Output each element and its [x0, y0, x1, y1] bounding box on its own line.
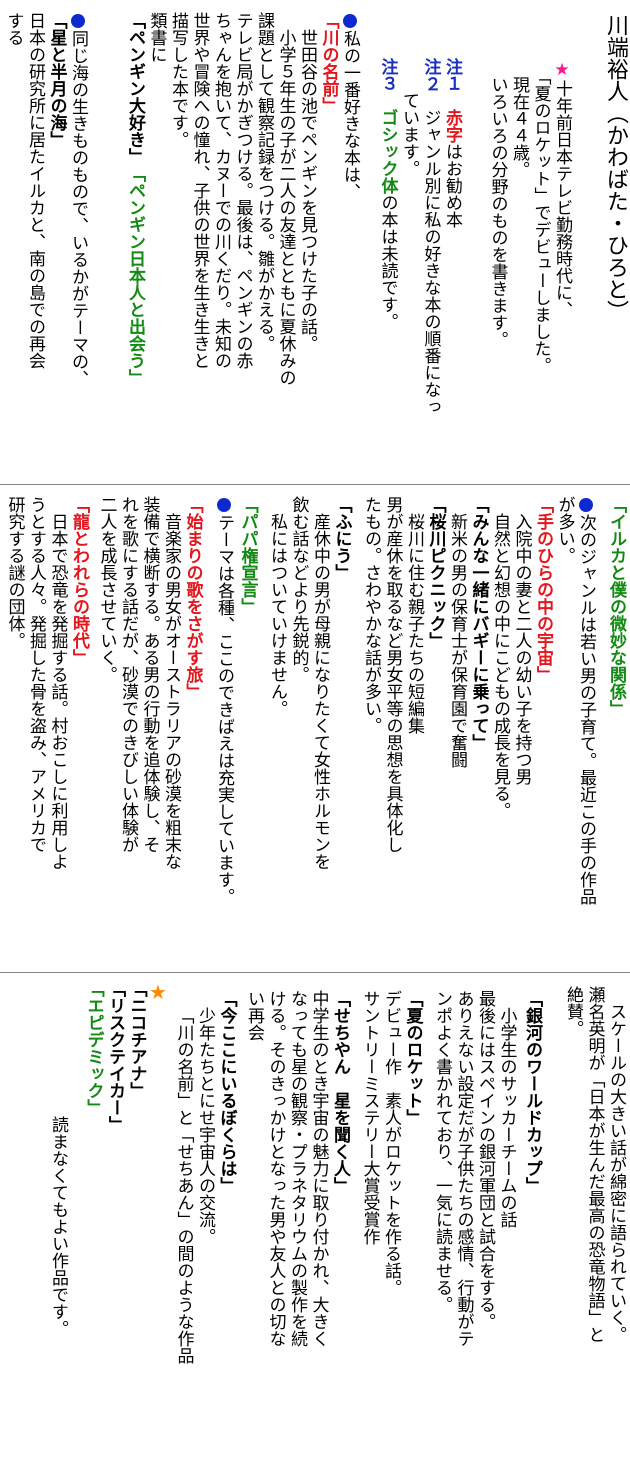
star-icon: ★ — [146, 980, 170, 1004]
note-3: 注３ ゴシック体の本は未読です。 — [377, 58, 398, 330]
book-desc: ちゃんを抱いて、カヌーでの川くだり。未知の — [211, 12, 231, 369]
book-title-natsu-no-rocket: 「夏のロケット」 — [402, 990, 423, 1126]
note-2: 注２ ジャンル別に私の好きな本の順番になっ — [420, 58, 441, 415]
author-name: 川端裕人（かわばた・ひろと） — [603, 14, 628, 322]
sea-intro: 同じ海の生きものもので、いるかがテーマの、 — [68, 30, 88, 387]
divider — [0, 972, 630, 973]
book-title-tenohira: 「手のひらの中の宇宙」 — [533, 496, 553, 683]
book-desc: たもの。さわやかな話が多い。 — [361, 496, 381, 734]
sea-block: 同じ海の生きものもので、いるかがテーマの、 「星と半月の海」 日本の研究所に居た… — [2, 12, 89, 387]
book-title-ginga-no-worldcup: 「銀河のワールドカップ」 — [522, 990, 542, 1194]
book-desc: 男が産休を取るなど男女平等の思想を具体化し — [382, 496, 403, 853]
favorite-intro: 私の一番好きな本は、 — [340, 30, 360, 200]
book-title-iruka-to-boku: 「イルカと僕の微妙な関係」 — [606, 496, 626, 717]
profile-line: 現在４４歳。 — [509, 76, 529, 178]
book-desc: 描写した本です。 — [168, 12, 188, 148]
book-desc: サントリーミステリー大賞受賞作 — [359, 990, 380, 1245]
book-desc: 桜川に住む親子たちの短編集 — [404, 513, 424, 734]
genre-intro: 次のジャンルは若い男の子育て。最近この手の作品 — [576, 514, 596, 905]
book-desc: ンポよく書かれており、一気に読ませる。 — [432, 990, 452, 1313]
book-desc: 少年たちとにせ宇宙人の交流。 — [195, 1007, 215, 1245]
sea-desc: 日本の研究所に居たイルカと、南の島での再会 — [25, 12, 45, 369]
section-3: スケールの大きい話が綿密に語られていく。 瀬名英明が「日本が生んだ最高の恐竜物語… — [0, 972, 630, 1460]
bullet-icon — [343, 14, 357, 28]
bullet-icon — [217, 498, 231, 512]
book-desc: デビュー作 素人がロケットを作る話。 — [381, 990, 401, 1296]
book-desc: 研究する謎の団体。 — [4, 496, 25, 649]
book-desc: 二人を成長させていく。 — [96, 496, 117, 683]
book-desc: 小学５年生の子が二人の友達とともに夏休みの — [275, 29, 296, 386]
skip-books-block: ★ 「ニコチアナ」 「リスクテイカー」 「エピデミック」 読まなくてもよい作品で… — [47, 980, 170, 1337]
childcare-block: 次のジャンルは若い男の子育て。最近この手の作品 が多い。 「手のひらの中の宇宙」… — [236, 496, 597, 905]
book-title-funiu: 「ふにう」 — [331, 496, 352, 581]
space-books-block: 「銀河のワールドカップ」 小学生のサッカーチームの話 最後にはスペインの銀河軍団… — [172, 990, 543, 1364]
book-title-risk-taker: 「リスクテイカー」 — [105, 980, 125, 1133]
book-desc: ける。そのきっかけとなった男や友人との切な — [265, 990, 286, 1347]
book-desc: 瀬名英明が「日本が生んだ最高の恐竜物語」と — [584, 986, 605, 1343]
book-desc: 私にはついていけません。 — [267, 513, 287, 717]
book-title-ima-koko-ni: 「今ここにいるぼくらは」 — [216, 990, 237, 1194]
book-desc: なっても星の観察・プラネタリウムの製作を続 — [287, 990, 307, 1347]
book-title-nicotiana: 「ニコチアナ」 — [126, 980, 147, 1099]
book-desc: 最後にはスペインの銀河軍団と試合をする。 — [475, 990, 495, 1330]
favorite-block: 私の一番好きな本は、 「川の名前」 世田谷の池でペンギンを見つけた子の話。 小学… — [124, 12, 360, 387]
theme-intro: テーマは各種、ここのできばえは充実しています。 — [214, 514, 234, 905]
book-desc: 世界や冒険への憧れ、子供の世界を生き生きと — [189, 12, 210, 369]
book-title-epidemic: 「エピデミック」 — [83, 980, 104, 1116]
book-desc: うとする人々。発掘した骨を盗み、アメリカで — [26, 496, 46, 853]
profile-line: 「夏のロケット」でデビューしました。 — [530, 68, 551, 374]
book-title-sechiyan: 「せちやん 星を聞く人」 — [330, 990, 350, 1194]
genre-intro: が多い。 — [554, 496, 575, 564]
book-desc: 類書に — [146, 12, 167, 63]
note-2-cont: ています。 — [399, 92, 419, 177]
book-desc: 小学生のサッカーチームの話 — [496, 1007, 517, 1228]
book-title-sakuragawa: 「桜川ピクニック」 — [425, 496, 446, 649]
book-desc: 新米の男の保育士が保育園で奮闘 — [447, 513, 467, 768]
book-desc: 課題として観察記録をつける。雛がかえる。 — [254, 12, 274, 352]
book-desc: 自然と幻想の中にこどもの成長を見る。 — [490, 513, 510, 819]
book-title-hajimari-no-uta: 「始まりの歌をさがす旅」 — [182, 496, 203, 700]
notes-block: 注１ 赤字はお勧め本 注２ ジャンル別に私の好きな本の順番になっ ています。 注… — [376, 58, 463, 415]
bullet-icon — [71, 14, 85, 28]
star-icon: ★ — [552, 60, 572, 80]
section-1: 川端裕人（かわばた・ひろと） ★十年前日本テレビ勤務時代に、 「夏のロケット」で… — [0, 0, 630, 484]
book-title-ryu-to-wareware: 「龍とわれらの時代」 — [69, 496, 89, 666]
book-desc: 日本で恐竜を発掘する話。村おこしに利用しよ — [47, 513, 68, 870]
book-title-hoshi-to-hangetsu: 「星と半月の海」 — [46, 12, 67, 148]
book-desc: 入院中の妻と二人の幼い子を持つ男 — [511, 513, 532, 785]
note-1: 注１ 赤字はお勧め本 — [442, 58, 462, 228]
dolphin-book-block: 「イルカと僕の微妙な関係」 — [605, 496, 626, 717]
book-desc: れを歌にする話だが、砂漠でのきびしい体験が — [118, 496, 138, 853]
book-desc: 音楽家の男女がオーストラリアの砂漠を粗末な — [161, 513, 181, 870]
book-desc: 「川の名前」と「せちあん」の間のような作品 — [173, 1007, 194, 1364]
profile-line: いろいろの分野のものを書きます。 — [487, 76, 508, 348]
book-desc: 世田谷の池でペンギンを見つけた子の話。 — [297, 29, 317, 352]
profile-block: ★十年前日本テレビ勤務時代に、 「夏のロケット」でデビューしました。 現在４４歳… — [486, 60, 573, 374]
divider — [0, 484, 630, 485]
sea-desc: する — [3, 12, 24, 46]
profile-line: 十年前日本テレビ勤務時代に、 — [552, 80, 572, 318]
dinosaur-cont-block: スケールの大きい話が綿密に語られていく。 瀬名英明が「日本が生んだ最高の恐竜物語… — [562, 986, 626, 1343]
book-desc: 装備で横断する。ある男の行動を追体験し、そ — [139, 496, 160, 853]
similar-book-2: 「ペンギン日本人と出会う」 — [125, 173, 145, 387]
book-desc: 飲む話などより先鋭的。 — [288, 496, 309, 683]
book-desc: スケールの大きい話が綿密に語られていく。 — [606, 1003, 626, 1343]
book-desc: い再会 — [244, 990, 264, 1041]
bullet-icon — [579, 498, 593, 512]
book-desc: テレビ局がかぎつける。最後は、ペンギンの赤 — [232, 12, 253, 369]
theme-block: テーマは各種、ここのできばえは充実しています。 「始まりの歌をさがす旅」 音楽家… — [3, 496, 235, 905]
book-title-kawa-no-namae: 「川の名前」 — [318, 12, 339, 114]
book-desc: 中学生のとき宇宙の魅力に取り付かれ、大きく — [308, 990, 329, 1347]
section-2: 「イルカと僕の微妙な関係」 次のジャンルは若い男の子育て。最近この手の作品 が多… — [0, 484, 630, 972]
book-desc: ありえない設定だが子供たちの感情、行動がテ — [453, 990, 474, 1347]
skip-note: 読まなくてもよい作品です。 — [48, 1116, 68, 1337]
book-title-papa-ken: 「パパ権宣言」 — [237, 496, 258, 615]
similar-book-1: 「ペンギン大好き」 — [125, 12, 145, 157]
book-desc: 絶賛。 — [563, 986, 583, 1037]
book-desc: 産休中の男が母親になりたくて女性ホルモンを — [310, 513, 330, 870]
book-title-minna-issho: 「みんな一緒にバギーに乗って」 — [468, 496, 489, 751]
